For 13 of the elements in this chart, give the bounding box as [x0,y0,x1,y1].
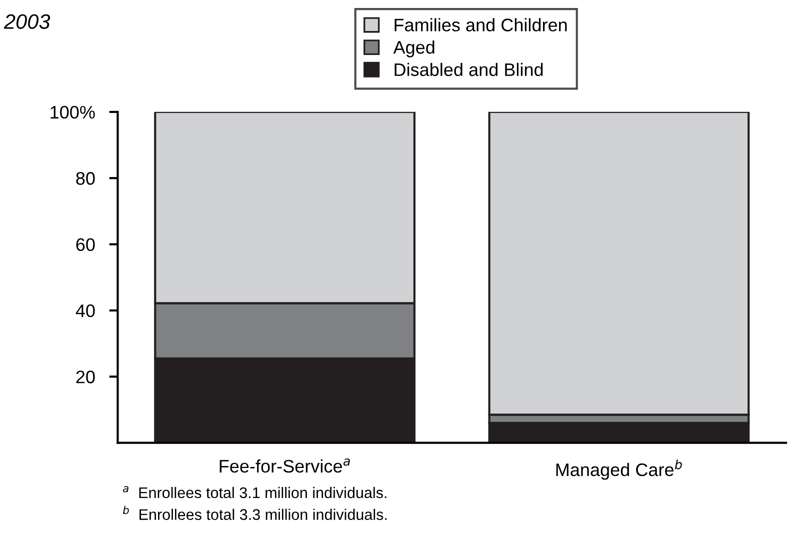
y-tick-label: 80 [76,172,95,185]
x-tick-label: Managed Care$^{b}$ [556,459,682,480]
legend-label: Families and Children [394,18,567,32]
text: $^{a}$ Enrollees total 3.1 million individuals. [123,486,386,498]
text: $^{b}$ Enrollees total 3.3 million individuals. [122,506,387,520]
x-tick-label: Fee-for-Service$^{a}$ [220,458,350,473]
y-tick-label: 20 [76,370,95,384]
y-tick-label: 60 [76,238,95,251]
legend-label: Disabled and Blind [394,62,543,76]
legend-label: Aged [393,40,434,58]
y-tick-label: 100% [50,106,95,119]
y-tick-label: 40 [76,304,95,318]
chart-title: 2003 [4,14,50,29]
